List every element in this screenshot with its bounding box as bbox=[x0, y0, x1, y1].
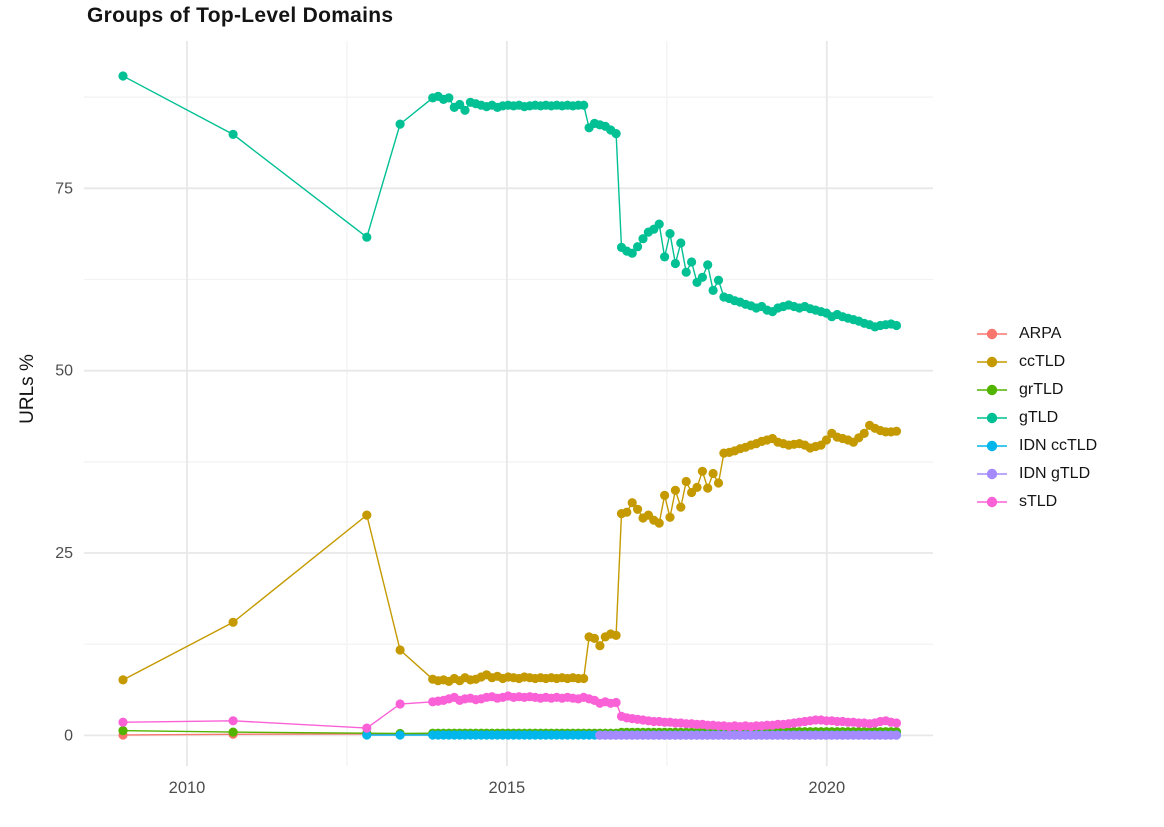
data-point bbox=[589, 633, 600, 644]
data-point bbox=[713, 478, 724, 488]
data-point bbox=[670, 485, 681, 495]
series-cctld bbox=[118, 420, 902, 687]
data-point bbox=[654, 518, 664, 528]
data-point bbox=[676, 502, 686, 512]
data-point bbox=[455, 99, 465, 110]
legend-label: IDN ccTLD bbox=[1019, 437, 1098, 454]
legend-key-icon bbox=[977, 468, 1007, 480]
data-point bbox=[611, 697, 621, 708]
data-point bbox=[611, 630, 621, 641]
data-point bbox=[118, 71, 128, 81]
data-point bbox=[118, 717, 128, 727]
x-tick-label: 2010 bbox=[169, 779, 206, 797]
data-point bbox=[660, 490, 670, 500]
data-point bbox=[362, 232, 372, 242]
data-point bbox=[891, 718, 902, 728]
data-point bbox=[638, 234, 648, 244]
data-point bbox=[362, 510, 372, 520]
legend-key-icon bbox=[977, 384, 1007, 396]
legend-item-gtld: gTLD bbox=[975, 404, 1097, 432]
data-point bbox=[703, 260, 713, 270]
legend-label: IDN gTLD bbox=[1019, 465, 1091, 482]
legend: ARPA ccTLD grTLD gTLD IDN ccTLD IDN gTLD sTLD bbox=[975, 320, 1097, 516]
legend-label: gTLD bbox=[1019, 409, 1059, 426]
data-point bbox=[627, 248, 637, 258]
y-tick-label: 0 bbox=[64, 727, 73, 744]
data-point bbox=[579, 673, 589, 684]
series-gtld bbox=[118, 71, 902, 332]
gridlines-major bbox=[84, 41, 933, 766]
data-point bbox=[891, 426, 902, 436]
data-point bbox=[622, 507, 632, 517]
legend-item-arpa: ARPA bbox=[975, 320, 1097, 348]
data-point bbox=[670, 258, 681, 269]
data-point bbox=[708, 468, 718, 479]
legend-item-cctld: ccTLD bbox=[975, 348, 1097, 376]
data-point bbox=[708, 285, 718, 295]
data-point bbox=[444, 93, 454, 103]
data-point bbox=[665, 512, 675, 522]
data-point bbox=[681, 267, 691, 277]
data-point bbox=[460, 105, 470, 115]
legend-label: sTLD bbox=[1019, 493, 1058, 510]
data-point bbox=[395, 119, 405, 129]
data-point bbox=[579, 100, 589, 110]
data-point bbox=[687, 257, 697, 267]
legend-key-icon bbox=[977, 440, 1007, 452]
data-point bbox=[821, 435, 832, 445]
legend-key-icon bbox=[977, 328, 1007, 340]
data-point bbox=[681, 476, 691, 487]
legend-item-grtld: grTLD bbox=[975, 376, 1097, 404]
legend-key-icon bbox=[977, 412, 1007, 424]
data-point bbox=[395, 645, 405, 655]
data-point bbox=[859, 428, 869, 438]
legend-item-idn-gtld: IDN gTLD bbox=[975, 460, 1097, 488]
series-stld bbox=[118, 691, 902, 733]
legend-key-icon bbox=[977, 496, 1007, 508]
x-tick-label: 2020 bbox=[808, 779, 845, 797]
data-point bbox=[697, 466, 708, 476]
data-point bbox=[654, 219, 664, 229]
data-point bbox=[665, 229, 675, 239]
data-point bbox=[660, 252, 670, 262]
data-point bbox=[611, 129, 621, 139]
data-point bbox=[118, 675, 128, 685]
axis-tick-labels: 0 25 50 75 2010 2015 2020 bbox=[55, 180, 845, 797]
data-point bbox=[228, 716, 238, 726]
data-point bbox=[891, 320, 902, 331]
data-point bbox=[891, 730, 901, 740]
data-point bbox=[633, 242, 643, 252]
legend-item-idn-cctld: IDN ccTLD bbox=[975, 432, 1097, 460]
data-point bbox=[228, 617, 238, 627]
data-point bbox=[697, 272, 708, 282]
data-point bbox=[627, 498, 637, 508]
data-point bbox=[703, 483, 713, 493]
legend-key-icon bbox=[977, 356, 1007, 368]
data-point bbox=[713, 275, 724, 285]
data-point bbox=[362, 723, 372, 733]
x-tick-label: 2015 bbox=[489, 779, 526, 797]
data-point bbox=[395, 730, 405, 740]
legend-item-stld: sTLD bbox=[975, 488, 1097, 516]
data-point bbox=[118, 726, 128, 736]
data-point bbox=[228, 727, 238, 737]
data-point bbox=[676, 238, 686, 248]
gridlines-minor bbox=[84, 41, 933, 766]
data-point bbox=[362, 730, 372, 740]
legend-label: ccTLD bbox=[1019, 353, 1066, 370]
data-point bbox=[228, 129, 238, 139]
legend-label: ARPA bbox=[1019, 325, 1062, 342]
y-tick-label: 75 bbox=[55, 180, 73, 197]
data-point bbox=[595, 641, 605, 651]
legend-label: grTLD bbox=[1019, 381, 1064, 398]
data-point bbox=[633, 504, 643, 514]
data-point bbox=[692, 482, 702, 492]
y-tick-label: 50 bbox=[55, 363, 73, 380]
series-idn-gtld bbox=[595, 730, 901, 740]
chart-title: Groups of Top-Level Domains bbox=[87, 4, 394, 27]
y-tick-label: 25 bbox=[55, 545, 73, 562]
data-point bbox=[395, 699, 405, 709]
